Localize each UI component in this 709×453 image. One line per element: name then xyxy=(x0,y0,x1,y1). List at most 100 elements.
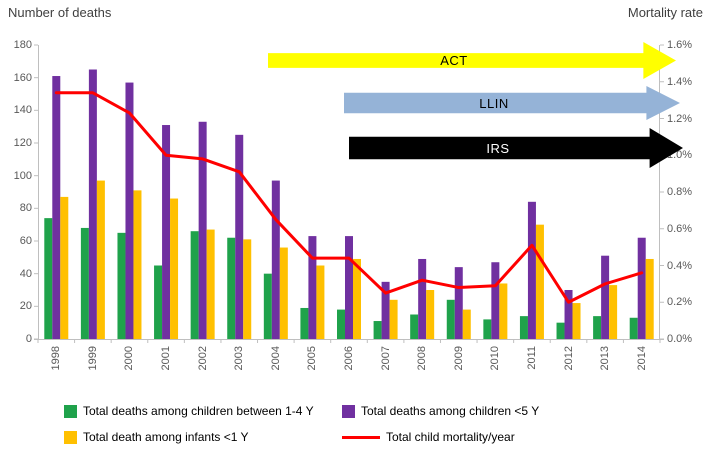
left-axis-tick-label: 100 xyxy=(13,169,32,182)
bar-2007-series2 xyxy=(389,299,398,339)
x-axis-label-2012: 2012 xyxy=(562,346,575,371)
x-axis-label-2002: 2002 xyxy=(196,346,209,371)
x-axis-label-2003: 2003 xyxy=(233,346,246,371)
legend-item-1: Total deaths among children <5 Y xyxy=(342,404,539,418)
left-axis-tick-label: 160 xyxy=(13,71,32,84)
bar-2003-series2 xyxy=(243,239,252,339)
right-axis-tick-label: 1.2% xyxy=(667,112,693,125)
legend-label: Total death among infants <1 Y xyxy=(83,430,249,444)
bar-1999-series0 xyxy=(80,227,89,339)
plot-area xyxy=(34,44,664,343)
bar-1999-series2 xyxy=(96,180,105,339)
left-axis-tick-label: 180 xyxy=(13,39,32,51)
right-axis-tick-label: 1.6% xyxy=(667,39,693,51)
bar-2012-series2 xyxy=(572,303,581,339)
bar-2013-series2 xyxy=(609,285,618,339)
right-axis-tick-label: 0.0% xyxy=(667,333,693,345)
x-axis-label-2011: 2011 xyxy=(525,346,538,370)
bar-2006-series2 xyxy=(353,258,361,339)
bar-2001-series2 xyxy=(170,198,179,339)
bar-2007-series1 xyxy=(381,281,390,339)
x-axis-label-2010: 2010 xyxy=(489,346,502,371)
left-axis-tick-label: 120 xyxy=(13,137,32,149)
bar-2005-series0 xyxy=(300,307,309,339)
legend-swatch xyxy=(64,430,77,444)
legend-item-3: Total child mortality/year xyxy=(342,430,539,444)
mortality-line xyxy=(54,91,644,304)
legend-swatch xyxy=(64,404,77,418)
llin-arrow-label: LLIN xyxy=(479,95,509,111)
legend-label: Total deaths among children <5 Y xyxy=(361,404,540,418)
bar-2011-series0 xyxy=(519,316,528,339)
bar-2014-series1 xyxy=(637,237,646,339)
bar-2001-series1 xyxy=(162,125,171,340)
bar-2005-series2 xyxy=(316,265,325,339)
legend-swatch xyxy=(342,404,355,418)
right-axis-tick-label: 0.2% xyxy=(667,296,693,309)
bar-2013-series1 xyxy=(601,255,610,339)
right-axis-tick-label: 1.4% xyxy=(667,75,693,88)
bar-2010-series2 xyxy=(499,283,508,339)
bar-2006-series1 xyxy=(345,236,353,339)
x-axis-label-2001: 2001 xyxy=(160,346,173,371)
legend-label: Total child mortality/year xyxy=(386,430,515,444)
x-axis-label-2006: 2006 xyxy=(343,346,355,371)
bar-2008-series0 xyxy=(410,314,419,339)
bar-2000-series2 xyxy=(133,190,142,339)
x-axis-label-2009: 2009 xyxy=(452,346,465,371)
right-axis-tick-label: 0.4% xyxy=(667,259,693,272)
bar-2010-series0 xyxy=(483,319,492,339)
left-axis-tick-label: 0 xyxy=(25,333,32,345)
legend: Total deaths among children between 1-4 … xyxy=(64,404,539,444)
left-axis-title: Number of deaths xyxy=(8,5,112,20)
bar-2005-series1 xyxy=(308,236,317,339)
right-axis-tick-label: 0.8% xyxy=(667,186,693,198)
x-axis-label-2007: 2007 xyxy=(379,346,392,371)
bar-2003-series1 xyxy=(235,134,244,339)
legend-item-2: Total death among infants <1 Y xyxy=(64,430,342,444)
x-axis-label-1999: 1999 xyxy=(86,346,99,371)
left-axis-tick-label: 40 xyxy=(19,267,32,280)
bar-2009-series1 xyxy=(454,267,463,339)
x-axis-label-2000: 2000 xyxy=(123,346,136,371)
bar-1998-series2 xyxy=(60,196,69,339)
bar-2009-series0 xyxy=(446,299,455,339)
left-axis-tick-label: 20 xyxy=(19,300,32,313)
x-axis-label-2008: 2008 xyxy=(416,346,429,371)
left-axis-tick-label: 80 xyxy=(19,202,32,215)
bar-2012-series1 xyxy=(564,290,573,339)
x-axis-label-2013: 2013 xyxy=(599,346,612,371)
x-axis-label-2004: 2004 xyxy=(269,346,282,371)
bar-2004-series2 xyxy=(279,247,288,339)
bar-2002-series0 xyxy=(190,231,199,339)
bar-2002-series1 xyxy=(198,121,207,340)
x-axis-label-2014: 2014 xyxy=(635,346,648,371)
bar-2000-series1 xyxy=(125,82,134,340)
bar-2010-series1 xyxy=(491,262,500,339)
bar-2012-series0 xyxy=(556,322,565,339)
bar-1998-series0 xyxy=(44,218,53,339)
bar-2011-series2 xyxy=(535,224,544,339)
left-axis-tick-label: 60 xyxy=(19,235,32,247)
irs-arrow-label: IRS xyxy=(486,140,510,156)
x-axis-label-1998: 1998 xyxy=(50,346,63,371)
bar-2011-series1 xyxy=(527,201,536,339)
bar-1998-series1 xyxy=(52,76,61,340)
act-arrow-label: ACT xyxy=(440,53,468,68)
left-axis-tick-label: 140 xyxy=(13,104,32,117)
bar-2014-series0 xyxy=(629,317,638,339)
bar-1999-series1 xyxy=(88,69,97,339)
bar-2004-series0 xyxy=(263,273,272,339)
bar-2009-series2 xyxy=(462,309,471,339)
legend-item-0: Total deaths among children between 1-4 … xyxy=(64,404,342,418)
bar-2006-series0 xyxy=(337,309,345,339)
bar-2007-series0 xyxy=(373,321,382,339)
bar-2004-series1 xyxy=(271,180,280,339)
bar-2002-series2 xyxy=(206,229,215,339)
right-axis-tick-label: 0.6% xyxy=(667,222,693,235)
bar-2013-series0 xyxy=(593,316,602,339)
x-axis-label-2005: 2005 xyxy=(306,346,319,371)
bar-2001-series0 xyxy=(154,265,163,339)
legend-line-marker xyxy=(342,435,380,439)
